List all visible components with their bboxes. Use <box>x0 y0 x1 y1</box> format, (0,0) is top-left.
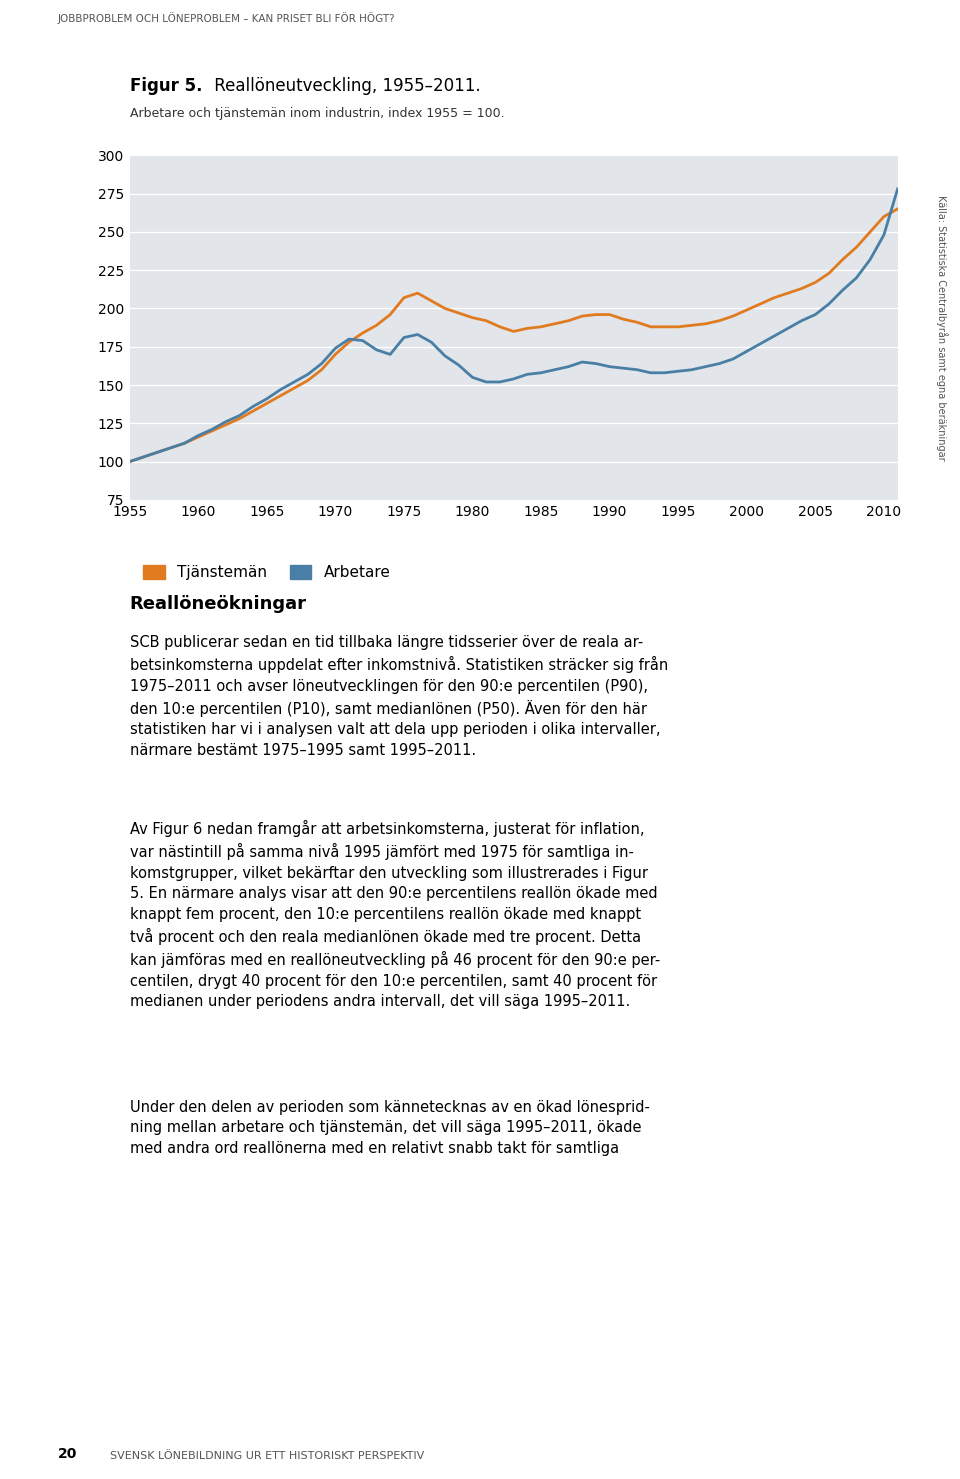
Legend: Tjänstemän, Arbetare: Tjänstemän, Arbetare <box>137 559 396 587</box>
Text: JOBBPROBLEM OCH LÖNEPROBLEM – KAN PRISET BLI FÖR HÖGT?: JOBBPROBLEM OCH LÖNEPROBLEM – KAN PRISET… <box>58 12 396 24</box>
Text: 20: 20 <box>58 1446 77 1461</box>
Text: Reallöneökningar: Reallöneökningar <box>130 595 306 612</box>
Text: SCB publicerar sedan en tid tillbaka längre tidsserier över de reala ar-
betsink: SCB publicerar sedan en tid tillbaka län… <box>130 634 668 757</box>
Text: Källa: Statistiska Centralbyrån samt egna beräkningar: Källa: Statistiska Centralbyrån samt egn… <box>936 195 948 460</box>
Text: Figur 5.: Figur 5. <box>130 77 203 95</box>
Text: Av Figur 6 nedan framgår att arbetsinkomsterna, justerat för inflation,
var näst: Av Figur 6 nedan framgår att arbetsinkom… <box>130 819 660 1009</box>
Text: Reallöneutveckling, 1955–2011.: Reallöneutveckling, 1955–2011. <box>209 77 481 95</box>
Text: SVENSK LÖNEBILDNING UR ETT HISTORISKT PERSPEKTIV: SVENSK LÖNEBILDNING UR ETT HISTORISKT PE… <box>110 1451 424 1461</box>
Text: Arbetare och tjänstemän inom industrin, index 1955 = 100.: Arbetare och tjänstemän inom industrin, … <box>130 106 504 120</box>
Text: Under den delen av perioden som kännetecknas av en ökad lönesprid-
ning mellan a: Under den delen av perioden som kännetec… <box>130 1100 650 1155</box>
